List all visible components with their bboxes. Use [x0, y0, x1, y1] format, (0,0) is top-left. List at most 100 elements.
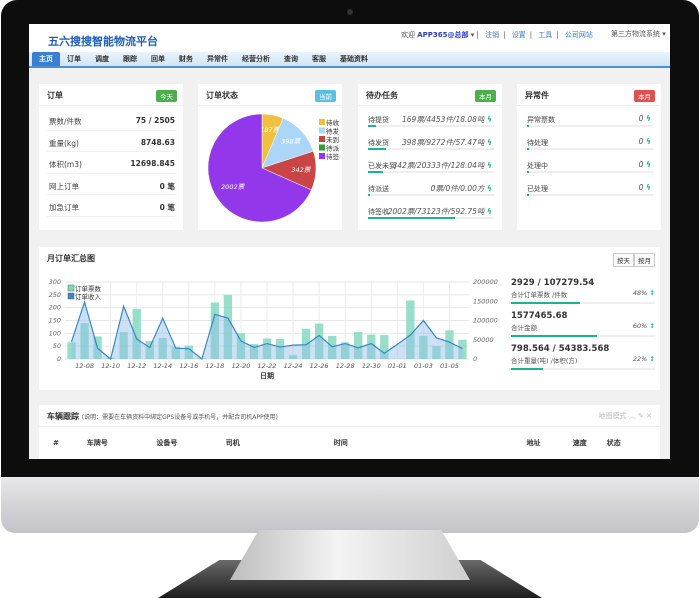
task-row[interactable]: 异常票数 0 ϟ [525, 109, 653, 132]
column-header[interactable]: 设备号 [156, 439, 178, 447]
system-selector[interactable]: 第三方物流系统 ▾ [611, 30, 666, 38]
y-tick-label: 50 [53, 342, 61, 350]
bar[interactable] [184, 345, 193, 359]
nav-tab[interactable]: 查询 [284, 55, 298, 63]
user-menu[interactable]: APP365@总部 [417, 31, 469, 39]
bar[interactable] [275, 338, 285, 359]
task-row[interactable]: 已处理 0 ϟ [525, 178, 653, 201]
map-mode-link[interactable]: 地图模式 [598, 412, 627, 420]
bar[interactable] [80, 323, 89, 359]
stat-label: 合计金额 [511, 324, 537, 332]
bar[interactable] [262, 338, 272, 359]
bar[interactable] [249, 344, 259, 359]
screen: 五六搜搜智能物流平台 欢迎 APP365@总部 ▾ | 注销 | 设置 | 工具 | … [29, 24, 670, 459]
x-tick-label: 01-01 [388, 362, 407, 370]
nav-tab[interactable]: 回单 [151, 55, 165, 63]
bar[interactable] [236, 333, 246, 359]
task-row[interactable]: 待发货 398票/9272件/57.47吨 ϟ [366, 132, 494, 155]
task-row[interactable]: 待提货 169票/4453件/18.08吨 ϟ [366, 109, 494, 132]
column-header[interactable]: 司机 [225, 439, 240, 447]
monitor-stand [230, 530, 470, 580]
stat-label: 票数/件数 [49, 117, 82, 126]
bar[interactable] [341, 342, 350, 359]
y2-tick-label: 200000 [473, 278, 498, 286]
nav-tab[interactable]: 客服 [312, 55, 326, 63]
bolt-icon: ϟ [643, 137, 651, 146]
vehicle-note: (说明：需要在车辆资料中绑定GPS设备号或手机号，并配合司机APP使用) [81, 414, 278, 421]
nav-tab[interactable]: 财务 [179, 55, 193, 63]
wrench-icon[interactable]: ✎ [638, 412, 644, 420]
y2-tick-label: 150000 [473, 297, 498, 305]
bar[interactable] [145, 341, 154, 359]
bar[interactable] [288, 355, 298, 359]
task-label: 待处理 [527, 139, 548, 147]
task-value: 342票/20333件/128.04吨 ϟ [392, 161, 492, 170]
tasks-title: 待办任务 [366, 91, 398, 100]
task-row[interactable]: 已发未到 342票/20333件/128.04吨 ϟ [366, 155, 494, 178]
pie-slice[interactable] [207, 113, 312, 223]
order-stat-row: 加急订单 0 笔 [47, 195, 175, 217]
collapse-icon[interactable]: ︿ [628, 412, 636, 420]
bar[interactable] [419, 335, 428, 359]
tools-link[interactable]: 工具 [538, 31, 553, 39]
bar[interactable] [171, 346, 180, 359]
bar[interactable] [158, 337, 167, 359]
task-label: 待派送 [368, 185, 389, 193]
nav-tab[interactable]: 异常件 [207, 55, 228, 63]
task-label: 已发未到 [368, 162, 396, 170]
x-axis-label: 日期 [260, 371, 274, 380]
column-header[interactable]: 车牌号 [86, 439, 108, 447]
bar[interactable] [406, 300, 415, 359]
bar[interactable] [314, 323, 324, 359]
bar[interactable] [327, 335, 337, 359]
nav-tab[interactable]: 调度 [95, 55, 109, 63]
bar[interactable] [354, 332, 363, 359]
order-stat-row: 网上订单 0 笔 [47, 174, 175, 195]
task-value: 398票/9272件/57.47吨 ϟ [402, 138, 492, 147]
task-row[interactable]: 待签收 2002票/73123件/592.75吨 ϟ [366, 201, 494, 224]
task-row[interactable]: 待派送 0票/0件/0.00方 ϟ [366, 178, 494, 201]
bar[interactable] [445, 330, 454, 359]
nav-tab[interactable]: 基础资料 [340, 55, 368, 63]
welcome-text: 欢迎 [401, 31, 415, 39]
company-site-link[interactable]: 公司网站 [564, 31, 593, 39]
bar[interactable] [119, 332, 128, 359]
nav-tab[interactable]: 跟踪 [123, 55, 137, 63]
close-icon[interactable]: ✕ [646, 412, 652, 420]
bolt-icon: ϟ [484, 138, 492, 147]
progress-bar [511, 335, 655, 337]
legend-swatch [319, 127, 325, 134]
bar[interactable] [432, 346, 441, 359]
vehicle-table: # 车牌号 设备号 司机 时间 地址 速度 状态 [53, 438, 653, 448]
column-header[interactable]: 时间 [333, 439, 348, 447]
settings-link[interactable]: 设置 [511, 31, 526, 39]
bar[interactable] [301, 328, 311, 359]
by-month-button[interactable]: 按月 [634, 253, 655, 267]
task-row[interactable]: 待处理 0 ϟ [525, 132, 653, 155]
bar[interactable] [380, 335, 389, 359]
task-row[interactable]: 处理中 0 ϟ [525, 155, 653, 178]
column-header[interactable]: 速度 [572, 439, 587, 447]
logout-link[interactable]: 注销 [485, 31, 500, 39]
progress-bar [527, 171, 653, 173]
nav-tab[interactable]: 订单 [67, 55, 81, 63]
bar[interactable] [210, 302, 220, 359]
bar[interactable] [67, 342, 76, 359]
stat-label: 合计订单票数 /件数 [511, 291, 568, 299]
column-header[interactable]: 状态 [606, 439, 621, 447]
nav-tab[interactable]: 经营分析 [242, 55, 270, 63]
bar[interactable] [367, 334, 376, 359]
bolt-icon: ϟ [484, 115, 492, 124]
stat-label: 网上订单 [49, 181, 79, 191]
bar[interactable] [458, 339, 467, 359]
stat-label: 合计重量(吨) /体积(方) [511, 357, 578, 365]
column-header[interactable]: # [53, 439, 59, 447]
by-day-button[interactable]: 按天 [613, 253, 634, 267]
bar[interactable] [132, 308, 141, 359]
nav-tab[interactable]: 主页 [32, 52, 60, 66]
bar[interactable] [223, 294, 233, 359]
exceptions-title: 异常件 [525, 91, 549, 100]
order-status-card: 订单状态 当前 187票 398票 342票 2002票 待收 待发 未到 待派 待签 [198, 84, 342, 230]
column-header[interactable]: 地址 [526, 439, 541, 447]
bolt-icon: ϟ [484, 161, 492, 170]
